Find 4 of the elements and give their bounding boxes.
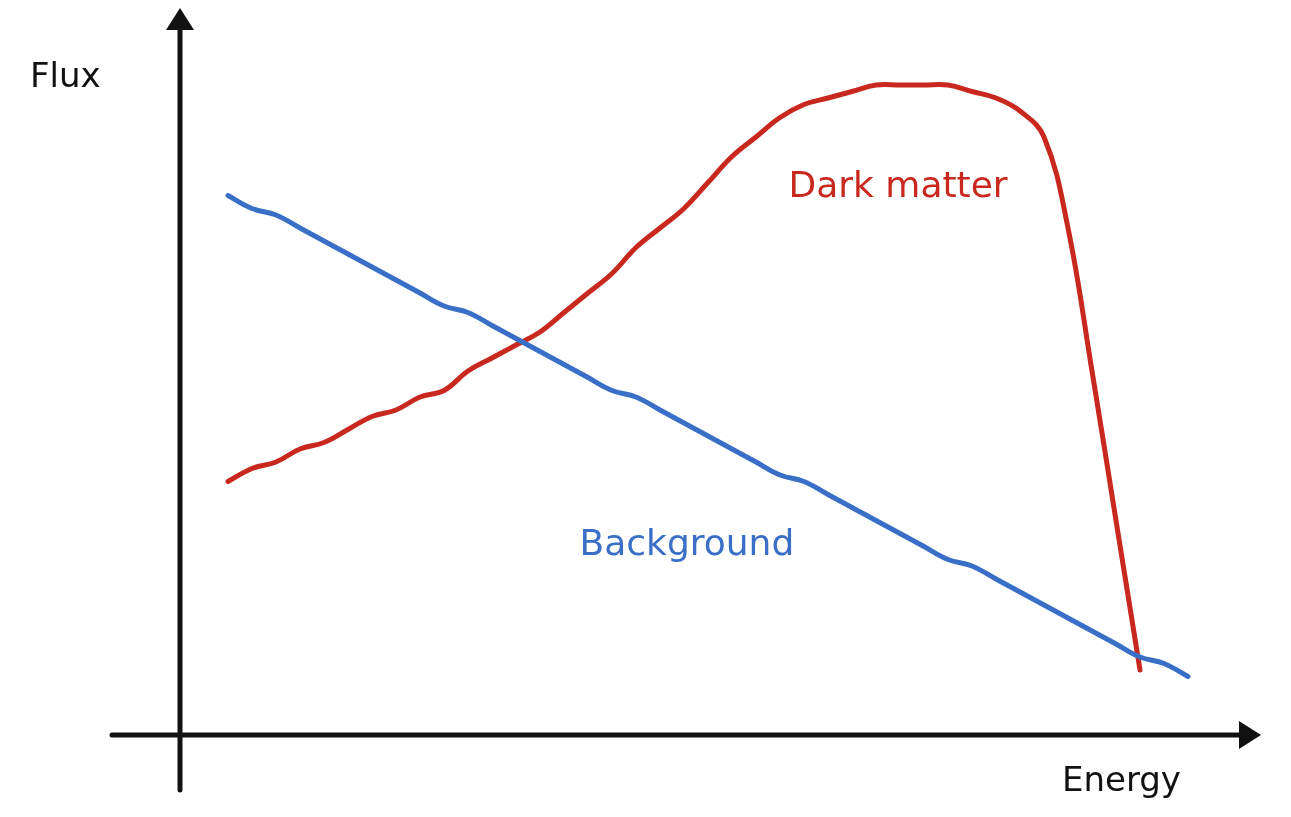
series-label: Background [579, 521, 795, 563]
y-axis-title: Flux [30, 54, 101, 95]
series-label: Dark matter [788, 163, 1008, 205]
x-axis-title: Energy [1061, 758, 1181, 799]
